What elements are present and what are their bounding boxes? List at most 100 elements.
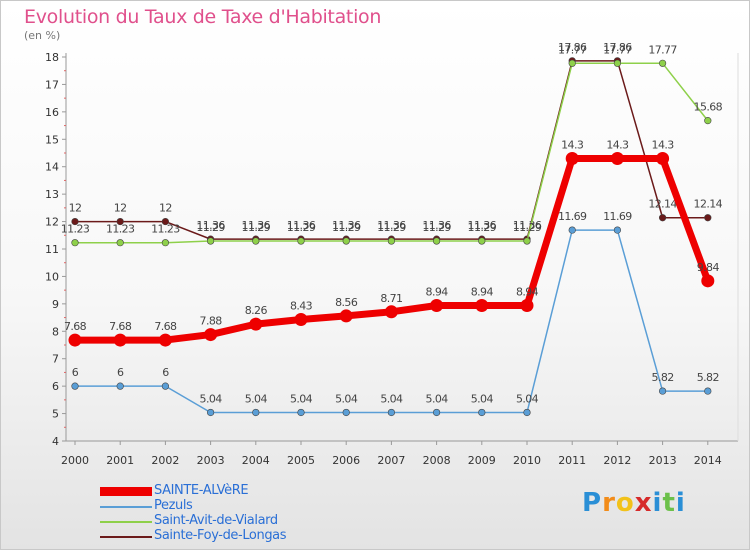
data-point [704, 117, 712, 125]
data-point [116, 239, 124, 247]
data-label: 11.29 [287, 221, 316, 234]
data-label: 8.26 [245, 304, 268, 317]
x-tick-label: 2001 [106, 454, 134, 467]
data-label: 5.04 [471, 392, 494, 405]
data-label: 14.3 [652, 138, 675, 151]
data-label: 5.82 [697, 371, 719, 384]
data-point [568, 226, 576, 234]
data-point [433, 237, 441, 245]
logo-letter: P [582, 488, 603, 518]
data-point [704, 214, 712, 222]
data-point [658, 214, 667, 222]
y-tick-label: 8 [52, 325, 59, 338]
data-label: 12 [159, 202, 172, 215]
data-point [387, 408, 396, 417]
data-label: 12.14 [648, 198, 677, 211]
data-label: 15.68 [694, 101, 723, 114]
data-point [610, 151, 624, 165]
data-point [158, 333, 172, 347]
legend-label: SAINTE-ALVèRE [154, 483, 249, 498]
data-point [249, 317, 263, 331]
data-label: 6 [117, 366, 124, 379]
data-label: 7.68 [64, 320, 87, 333]
y-tick-label: 5 [52, 408, 59, 421]
data-point [207, 408, 215, 417]
legend-swatch [100, 536, 152, 538]
legend-label: Sainte-Foy-de-Longas [154, 528, 287, 543]
data-label: 11.36 [422, 219, 451, 232]
x-tick-label: 2013 [649, 454, 677, 467]
data-label: 11.29 [422, 221, 451, 234]
data-point [384, 305, 398, 319]
legend-swatch [100, 487, 152, 496]
y-tick-label: 11 [45, 243, 59, 256]
x-tick-label: 2010 [513, 454, 541, 467]
y-tick-label: 9 [52, 298, 59, 311]
legend-label: Pezuls [154, 498, 193, 513]
data-label: 8.56 [335, 296, 358, 309]
data-point [204, 328, 218, 342]
data-label: 17.86 [603, 41, 632, 54]
data-point [478, 237, 486, 245]
x-tick-label: 2007 [377, 454, 405, 467]
data-label: 8.71 [380, 292, 402, 305]
data-point [71, 239, 79, 247]
data-label: 7.88 [200, 315, 223, 328]
legend-swatch [100, 506, 152, 508]
data-label: 5.04 [290, 392, 313, 405]
data-label: 11.23 [151, 223, 180, 236]
data-label: 17.77 [603, 43, 632, 56]
data-point [613, 59, 622, 67]
data-point [387, 237, 396, 245]
data-point [252, 237, 260, 245]
data-point [71, 217, 79, 226]
data-label: 8.94 [426, 286, 449, 299]
y-tick-label: 13 [45, 188, 59, 201]
data-label: 11.69 [558, 210, 587, 223]
data-label: 5.04 [380, 392, 403, 405]
y-tick-label: 12 [45, 216, 59, 229]
data-label: 7.68 [109, 320, 132, 333]
data-point [433, 408, 441, 417]
data-label: 8.94 [516, 286, 539, 299]
proxiti-logo: Proxiti [582, 488, 686, 518]
logo-letter: r [602, 488, 616, 518]
data-point [116, 382, 124, 390]
x-tick-label: 2003 [197, 454, 225, 467]
data-label: 5.04 [426, 392, 449, 405]
x-tick-label: 2006 [332, 454, 360, 467]
logo-letter: i [675, 488, 686, 518]
data-point [161, 217, 169, 226]
data-label: 6 [162, 366, 169, 379]
data-point [568, 59, 576, 67]
logo-letter: o [615, 488, 635, 518]
data-label: 12.14 [694, 198, 723, 211]
y-tick-label: 4 [52, 435, 59, 448]
data-point [342, 237, 350, 245]
data-label: 11.36 [242, 219, 271, 232]
data-label: 11.29 [242, 221, 271, 234]
data-label: 11.36 [513, 219, 542, 232]
data-point [161, 239, 169, 247]
logo-letter: t [662, 488, 676, 518]
y-tick-label: 7 [52, 353, 59, 366]
data-label: 5.04 [245, 392, 268, 405]
data-label: 5.04 [335, 392, 358, 405]
data-point [68, 333, 82, 347]
data-point [658, 59, 667, 67]
y-tick-label: 17 [45, 78, 59, 91]
x-tick-label: 2011 [558, 454, 586, 467]
data-point [342, 408, 350, 417]
y-tick-label: 15 [45, 133, 59, 146]
x-tick-label: 2000 [61, 454, 89, 467]
data-label: 17.86 [558, 41, 587, 54]
data-label: 11.36 [377, 219, 406, 232]
data-label: 6 [72, 366, 79, 379]
data-point [658, 387, 667, 395]
data-label: 11.23 [106, 223, 135, 236]
y-tick-label: 14 [45, 161, 59, 174]
x-tick-label: 2014 [694, 454, 722, 467]
data-point [294, 312, 308, 326]
